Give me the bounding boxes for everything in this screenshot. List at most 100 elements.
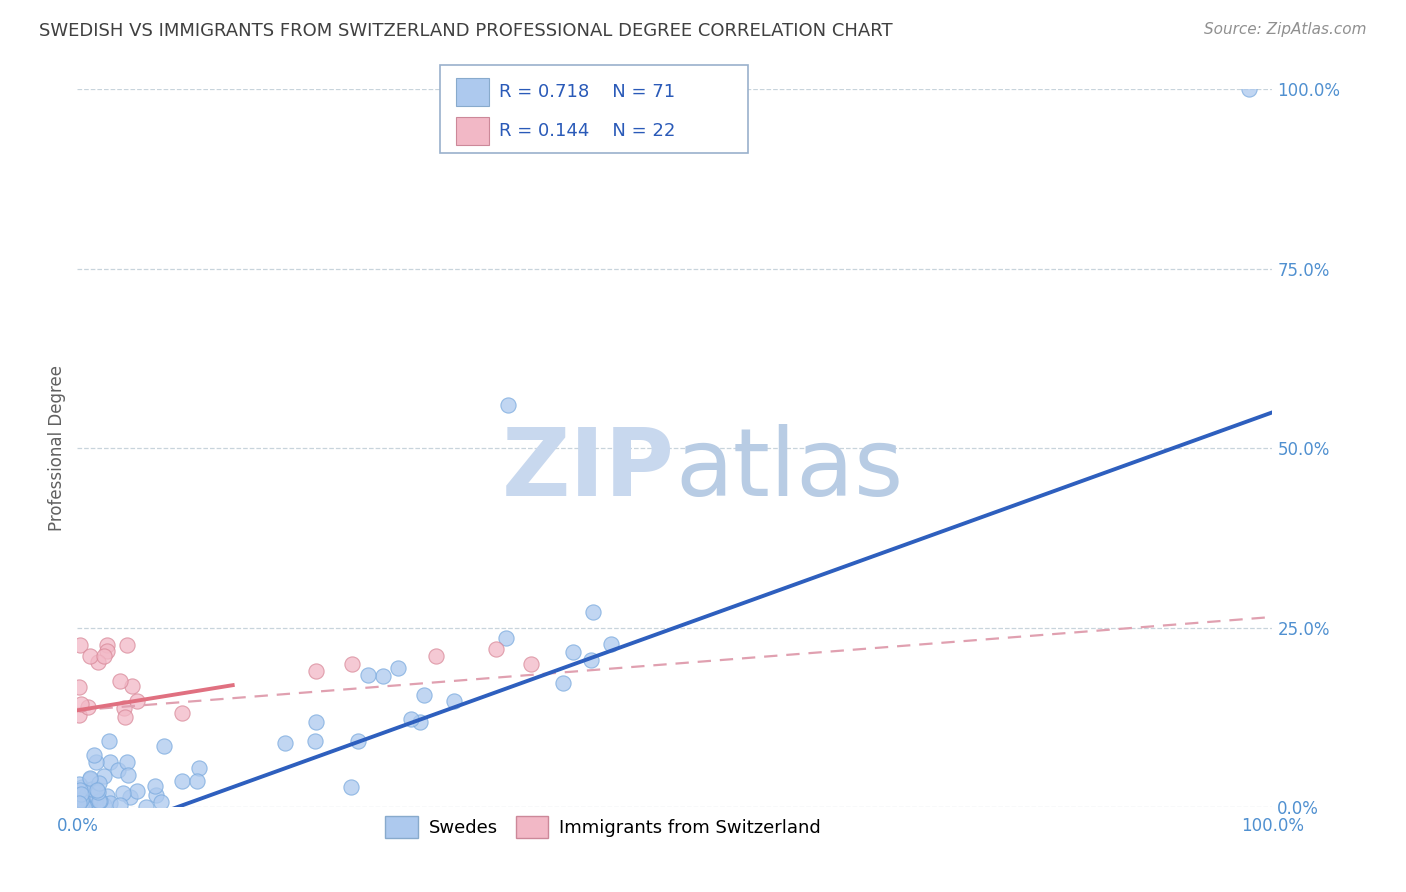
Point bbox=[75, 797, 97, 812]
Point bbox=[273, 736, 295, 750]
Point bbox=[79, 792, 101, 806]
Point bbox=[96, 789, 118, 804]
Point bbox=[112, 786, 135, 800]
Point bbox=[73, 798, 96, 813]
Point bbox=[70, 796, 93, 810]
Point bbox=[305, 664, 328, 678]
Point bbox=[117, 768, 139, 782]
Point bbox=[87, 785, 110, 799]
Point bbox=[84, 755, 107, 769]
Point bbox=[112, 701, 135, 715]
Point bbox=[77, 699, 100, 714]
Point bbox=[170, 706, 193, 720]
Point bbox=[87, 794, 110, 808]
Point bbox=[108, 673, 131, 688]
Point bbox=[304, 733, 326, 747]
Text: atlas: atlas bbox=[675, 424, 903, 516]
Point bbox=[89, 776, 111, 790]
Point bbox=[67, 680, 90, 694]
Text: ZIP: ZIP bbox=[502, 424, 675, 516]
Point bbox=[96, 644, 118, 658]
Point bbox=[425, 649, 447, 664]
Point bbox=[69, 783, 91, 797]
Point bbox=[412, 688, 434, 702]
Point bbox=[170, 773, 193, 788]
Point bbox=[97, 734, 120, 748]
Point bbox=[93, 769, 115, 783]
Point bbox=[551, 676, 574, 690]
Point bbox=[305, 715, 328, 730]
Point bbox=[69, 638, 91, 652]
Point bbox=[89, 794, 111, 808]
Point bbox=[83, 747, 105, 762]
Point bbox=[67, 789, 90, 804]
Point bbox=[114, 710, 136, 724]
Text: R = 0.718    N = 71: R = 0.718 N = 71 bbox=[499, 83, 675, 101]
Point bbox=[76, 787, 98, 801]
Point bbox=[86, 655, 108, 669]
Point bbox=[107, 763, 129, 777]
Point bbox=[69, 787, 91, 801]
Point bbox=[401, 712, 423, 726]
Point bbox=[495, 631, 517, 645]
Point bbox=[76, 792, 98, 806]
Point bbox=[121, 680, 143, 694]
Text: SWEDISH VS IMMIGRANTS FROM SWITZERLAND PROFESSIONAL DEGREE CORRELATION CHART: SWEDISH VS IMMIGRANTS FROM SWITZERLAND P… bbox=[39, 22, 893, 40]
Point bbox=[117, 638, 139, 652]
Text: R = 0.144    N = 22: R = 0.144 N = 22 bbox=[499, 122, 675, 140]
Point bbox=[346, 733, 368, 747]
Y-axis label: Professional Degree: Professional Degree bbox=[48, 365, 66, 532]
Point bbox=[80, 789, 103, 804]
Point bbox=[73, 799, 96, 814]
Point bbox=[409, 714, 432, 729]
Point bbox=[86, 790, 108, 805]
Point bbox=[356, 668, 378, 682]
Point bbox=[127, 783, 149, 797]
Point bbox=[69, 799, 91, 814]
Point bbox=[115, 755, 138, 769]
Point bbox=[98, 756, 121, 770]
Point bbox=[67, 777, 90, 791]
Point bbox=[145, 788, 167, 802]
Point bbox=[143, 779, 166, 793]
Point bbox=[67, 796, 90, 810]
Point bbox=[82, 793, 104, 807]
Text: Source: ZipAtlas.com: Source: ZipAtlas.com bbox=[1204, 22, 1367, 37]
Point bbox=[582, 606, 605, 620]
Point bbox=[342, 657, 364, 671]
Point bbox=[562, 645, 585, 659]
Point bbox=[443, 694, 465, 708]
Point bbox=[96, 638, 118, 652]
Point bbox=[93, 798, 115, 813]
Point bbox=[84, 781, 107, 796]
Point bbox=[72, 780, 94, 794]
Point bbox=[110, 797, 132, 812]
Point bbox=[79, 771, 101, 785]
Point bbox=[86, 783, 108, 797]
Point bbox=[520, 657, 543, 671]
Point bbox=[120, 789, 142, 804]
Point bbox=[371, 669, 394, 683]
Point bbox=[387, 661, 409, 675]
Legend: Swedes, Immigrants from Switzerland: Swedes, Immigrants from Switzerland bbox=[378, 808, 828, 845]
Point bbox=[496, 398, 519, 412]
Point bbox=[79, 649, 101, 664]
Point bbox=[186, 774, 208, 789]
Point bbox=[579, 653, 602, 667]
Point bbox=[150, 795, 173, 809]
Point bbox=[484, 642, 508, 657]
Point bbox=[93, 648, 115, 663]
Point bbox=[82, 797, 104, 811]
Point bbox=[153, 739, 176, 753]
Point bbox=[339, 780, 361, 794]
Point bbox=[1237, 82, 1260, 96]
Point bbox=[67, 707, 90, 722]
Point bbox=[125, 694, 148, 708]
Point bbox=[135, 799, 157, 814]
Point bbox=[98, 796, 121, 810]
Point bbox=[600, 637, 623, 651]
Point bbox=[69, 793, 91, 807]
Point bbox=[187, 761, 209, 775]
Point bbox=[79, 772, 101, 786]
Point bbox=[70, 697, 93, 711]
